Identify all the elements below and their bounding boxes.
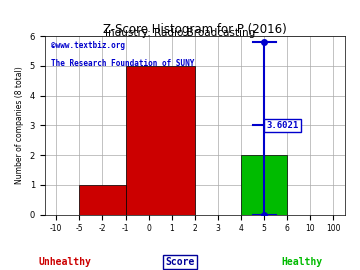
Title: Z-Score Histogram for P (2016): Z-Score Histogram for P (2016) <box>103 23 287 36</box>
Text: Industry: Radio Broadcasting: Industry: Radio Broadcasting <box>105 28 255 38</box>
Text: Unhealthy: Unhealthy <box>39 257 91 267</box>
Y-axis label: Number of companies (8 total): Number of companies (8 total) <box>15 66 24 184</box>
Bar <box>79 185 126 215</box>
Text: Healthy: Healthy <box>282 257 323 267</box>
Text: Score: Score <box>165 257 195 267</box>
Bar <box>241 155 287 215</box>
Text: 3.6021: 3.6021 <box>266 121 299 130</box>
Text: ©www.textbiz.org: ©www.textbiz.org <box>51 42 125 50</box>
Text: The Research Foundation of SUNY: The Research Foundation of SUNY <box>51 59 194 68</box>
Bar <box>126 66 195 215</box>
